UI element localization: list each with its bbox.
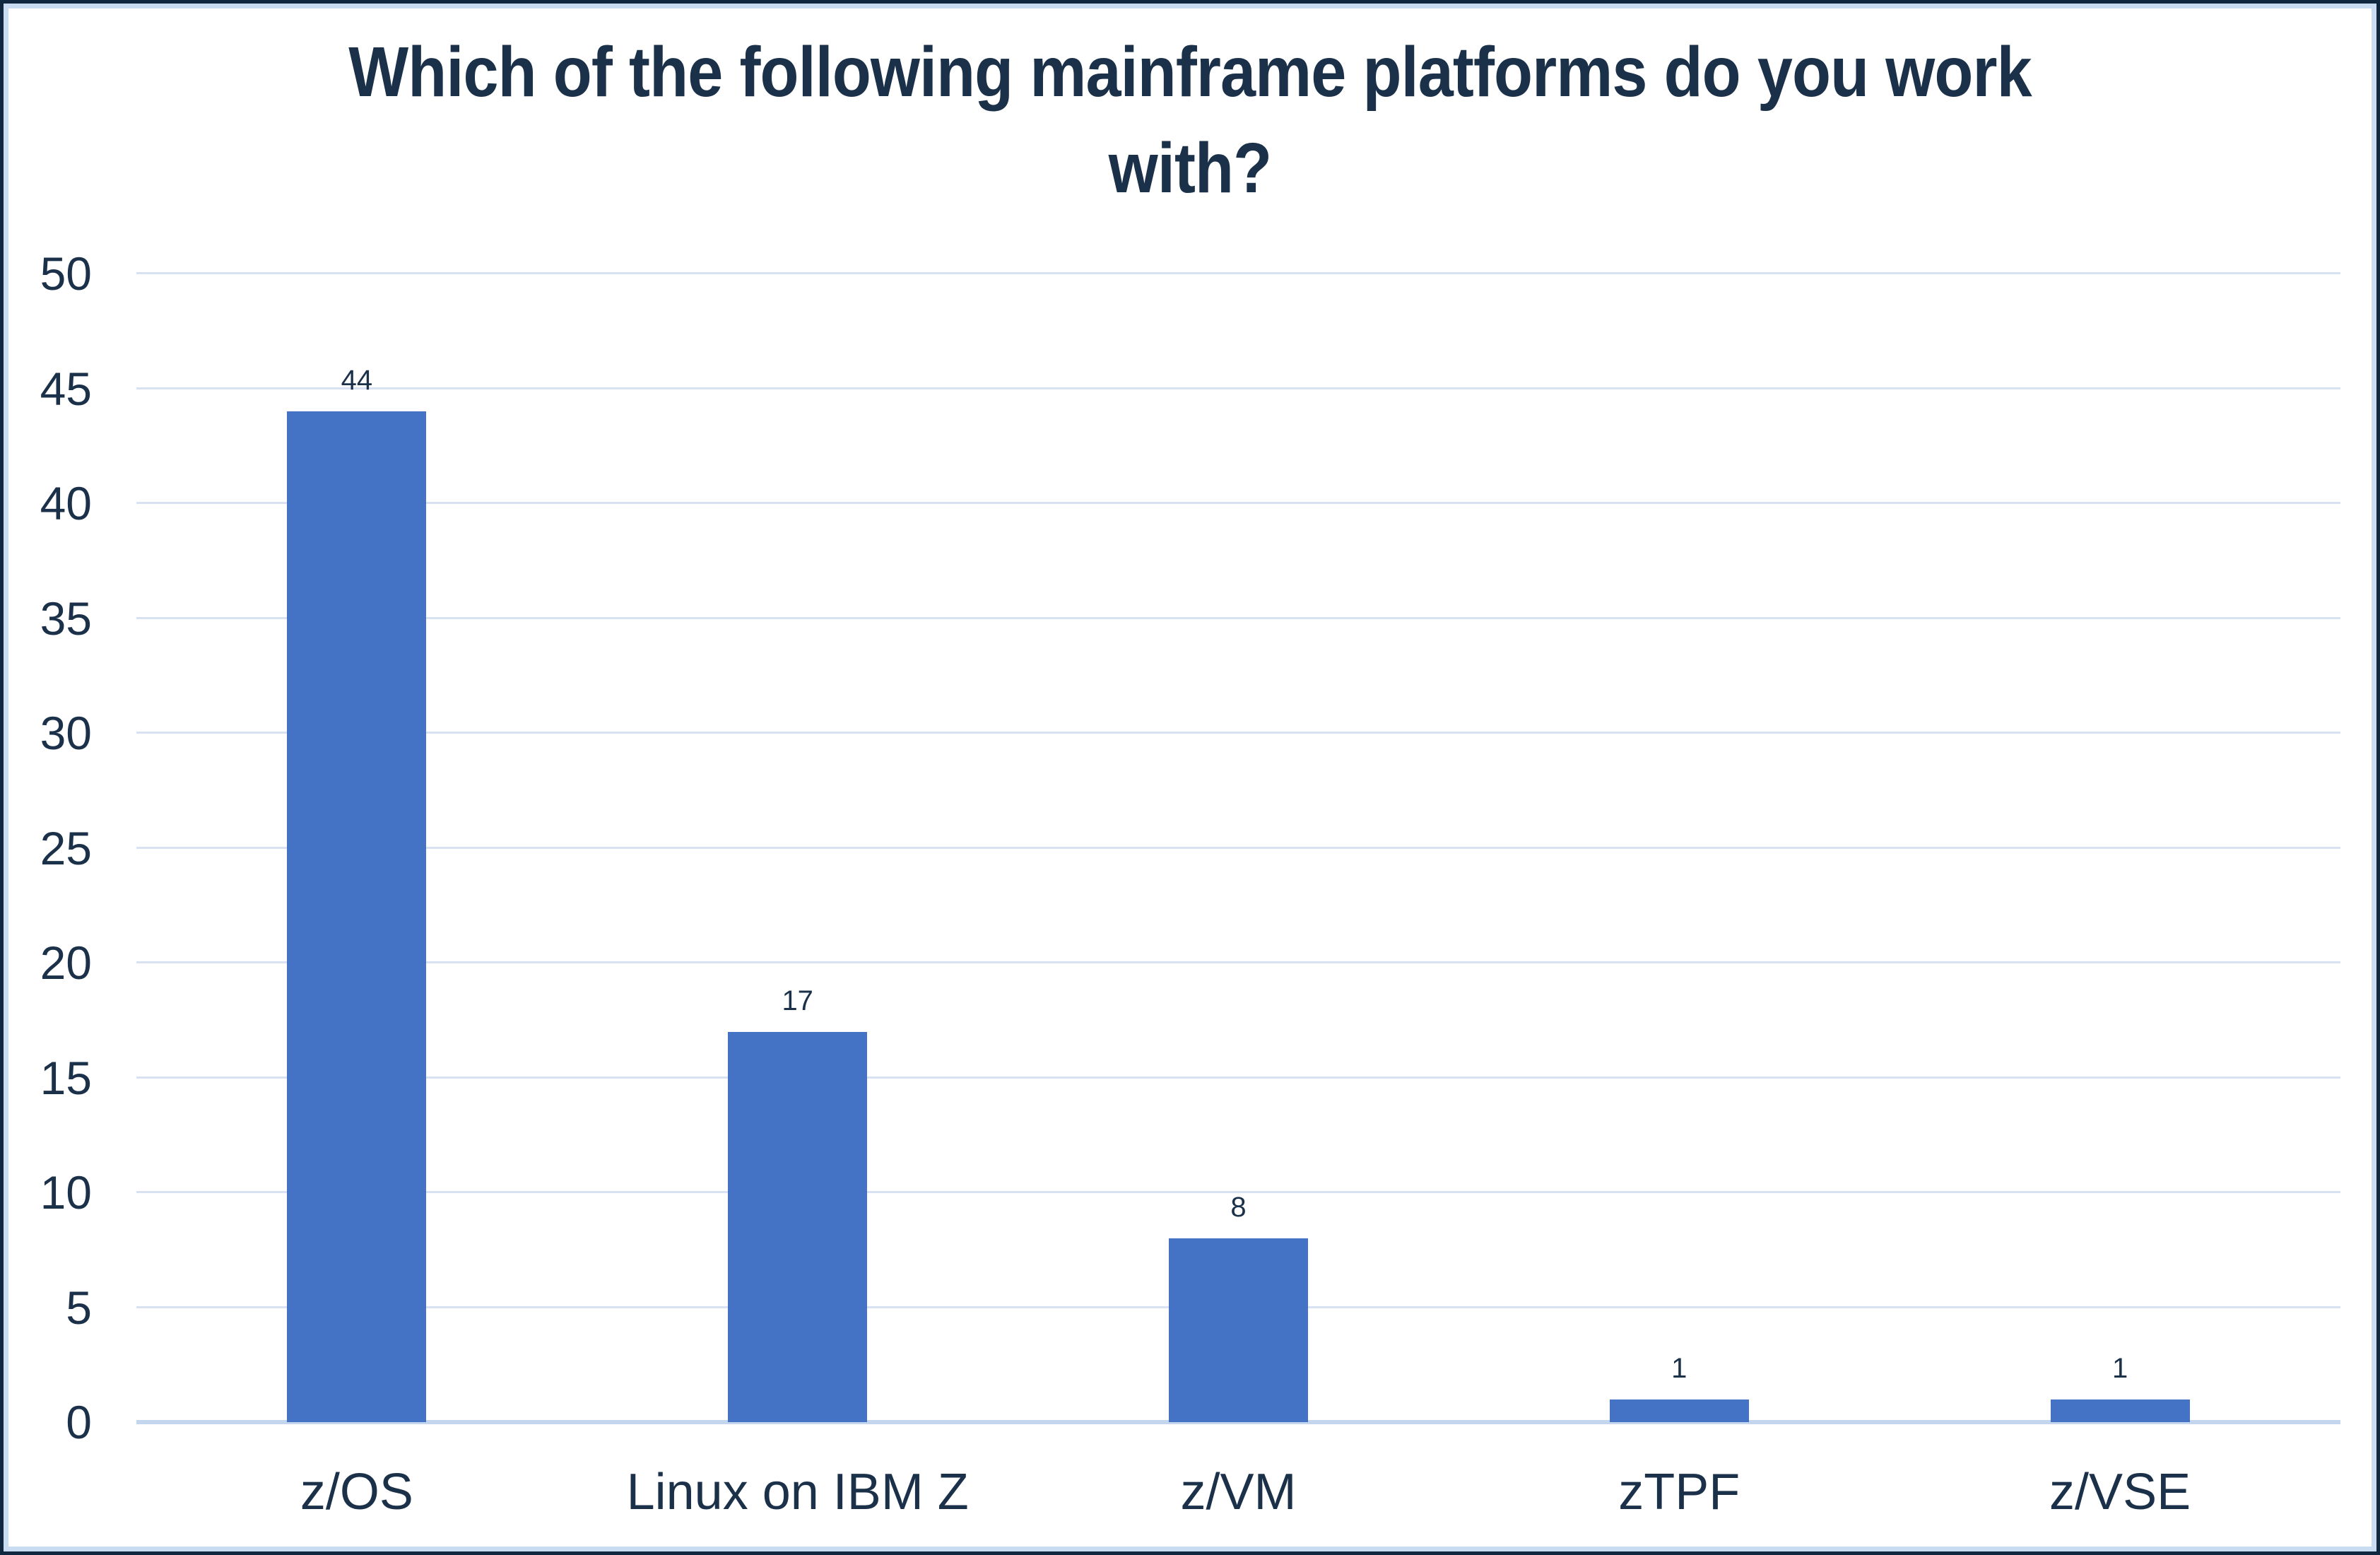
- category-label-z/VM: z/VM: [1180, 1464, 1297, 1520]
- gridline-y-15: [136, 1076, 2340, 1079]
- y-tick-label: 45: [40, 362, 92, 415]
- gridline-y-35: [136, 616, 2340, 619]
- gridline-y-30: [136, 732, 2340, 734]
- category-label-z/VSE: z/VSE: [2049, 1464, 2191, 1520]
- y-tick-label: 30: [40, 707, 92, 759]
- y-tick-label: 10: [40, 1166, 92, 1219]
- bar-value-label: 44: [341, 365, 373, 396]
- y-tick-label: 5: [66, 1281, 92, 1334]
- bar-Linux on IBM Z: [728, 1031, 868, 1422]
- gridline-y-10: [136, 1191, 2340, 1193]
- bar-value-label: 8: [1230, 1192, 1247, 1223]
- y-tick-label: 40: [40, 477, 92, 529]
- category-label-Linux on IBM Z: Linux on IBM Z: [626, 1464, 969, 1520]
- chart-title: Which of the following mainframe platfor…: [119, 24, 2261, 216]
- bar-value-label: 17: [782, 985, 813, 1016]
- gridline-y-50: [136, 272, 2340, 274]
- gridline-y-45: [136, 387, 2340, 389]
- x-axis-line: [136, 1420, 2340, 1424]
- y-tick-label: 0: [66, 1396, 92, 1448]
- gridline-y-25: [136, 846, 2340, 849]
- bar-value-label: 1: [1671, 1352, 1687, 1384]
- bar-z/VSE: [2050, 1399, 2190, 1422]
- gridline-y-40: [136, 502, 2340, 504]
- gridline-y-20: [136, 961, 2340, 963]
- category-label-z/OS: z/OS: [300, 1464, 413, 1520]
- chart-title-line-1: Which of the following mainframe platfor…: [348, 33, 2032, 112]
- bar-value-label: 1: [2111, 1352, 2128, 1384]
- y-tick-label: 50: [40, 247, 92, 300]
- chart-title-line-2: with?: [1108, 129, 1272, 208]
- bar-z/VM: [1169, 1238, 1308, 1422]
- y-tick-label: 20: [40, 937, 92, 989]
- y-tick-label: 35: [40, 592, 92, 645]
- bar-zTPF: [1609, 1399, 1749, 1422]
- y-tick-label: 25: [40, 821, 92, 874]
- y-tick-label: 15: [40, 1051, 92, 1104]
- category-label-zTPF: zTPF: [1618, 1464, 1740, 1520]
- bar-z/OS: [287, 411, 427, 1422]
